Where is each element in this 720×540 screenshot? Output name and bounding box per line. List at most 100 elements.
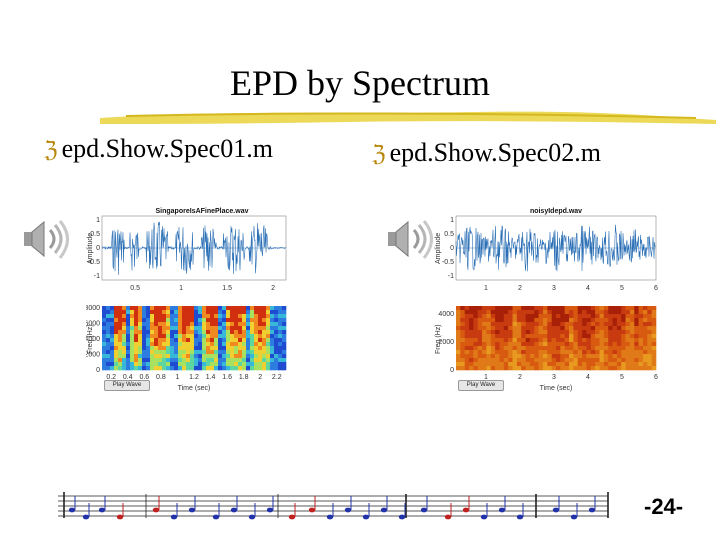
music-note [68, 507, 76, 513]
title-underline-decoration [100, 111, 716, 124]
music-note [420, 507, 428, 513]
x-tick-label: 6 [654, 374, 658, 381]
music-note [480, 514, 488, 520]
time-axis-label: Time (sec) [540, 385, 573, 392]
music-note [308, 507, 316, 513]
x-tick-label: 0.8 [156, 374, 166, 381]
y-tick-label: 2000 [86, 352, 100, 359]
y-tick-label: 8000 [86, 305, 100, 312]
x-tick-label: 1.2 [189, 374, 199, 381]
amplitude-axis-label: Amplitude [435, 233, 442, 264]
x-tick-label: 1 [484, 374, 488, 381]
music-note [288, 514, 296, 520]
waveform-and-spectrogram-plot: noisyIdepd.wav 1 0.5 0 -0.5 -1 1 2 3 4 5 6 Amplitu… [435, 208, 658, 392]
page-number: -24- [644, 494, 684, 519]
y-tick-label: 0 [450, 245, 454, 252]
waveform-trace [101, 221, 286, 275]
play-wave-button[interactable]: Play Wave [458, 380, 504, 391]
frequency-axis-label: Freq (Hz) [435, 324, 442, 354]
y-tick-label: 0.5 [90, 231, 100, 238]
music-note [444, 514, 452, 520]
wave-title: SingaporeIsAFinePlace.wav [156, 208, 249, 215]
music-note [462, 507, 470, 513]
music-note [570, 514, 578, 520]
x-tick-label: 1 [484, 285, 488, 292]
bullet-marker-icon: ℨ [372, 142, 386, 167]
x-tick-label: 0.6 [139, 374, 149, 381]
x-tick-label: 5 [620, 374, 624, 381]
time-axis-label: Time (sec) [178, 385, 211, 392]
music-note [248, 514, 256, 520]
x-tick-label: 2 [258, 374, 262, 381]
play-wave-button[interactable]: Play Wave [104, 380, 150, 391]
music-staff-decoration [58, 492, 609, 520]
music-note [362, 514, 370, 520]
music-note [152, 507, 160, 513]
music-note [116, 514, 124, 520]
spectrogram-image [102, 306, 287, 371]
x-tick-label: 4 [586, 374, 590, 381]
music-note [266, 507, 274, 513]
x-tick-label: 1.6 [222, 374, 232, 381]
wave-title: noisyIdepd.wav [530, 208, 582, 215]
x-tick-label: 2 [518, 374, 522, 381]
y-tick-label: 4000 [86, 336, 100, 343]
slide-title: EPD by Spectrum [230, 63, 490, 103]
x-tick-label: 1.8 [239, 374, 249, 381]
music-note [380, 507, 388, 513]
x-tick-label: 2 [271, 285, 275, 292]
y-tick-label: -1 [448, 273, 454, 280]
music-note [398, 514, 406, 520]
x-tick-label: 0.5 [130, 285, 140, 292]
y-tick-label: 0 [96, 245, 100, 252]
y-tick-label: 1 [96, 217, 100, 224]
spectrogram-image [456, 306, 657, 371]
bullet-text: epd.Show.Spec02.m [389, 138, 601, 167]
figure-panel-2: noisyIdepd.wav 1 0.5 0 -0.5 -1 1 2 3 4 5 6 Amplitu… [434, 202, 664, 392]
speaker-icon[interactable] [384, 216, 436, 266]
y-tick-label: 4000 [438, 311, 454, 318]
y-tick-label: -0.5 [442, 259, 454, 266]
music-note [188, 507, 196, 513]
y-tick-label: -1 [94, 273, 100, 280]
y-tick-label: -0.5 [88, 259, 100, 266]
x-tick-label: 0.2 [106, 374, 116, 381]
x-tick-label: 1 [179, 285, 183, 292]
music-note [170, 514, 178, 520]
x-tick-label: 3 [552, 285, 556, 292]
x-tick-label: 4 [586, 285, 590, 292]
music-note [82, 514, 90, 520]
y-tick-label: 0 [96, 367, 100, 374]
amplitude-axis-label: Amplitude [87, 233, 94, 264]
x-tick-label: 1 [175, 374, 179, 381]
y-tick-label: 0 [450, 367, 454, 374]
waveform-trace [455, 224, 656, 272]
x-tick-label: 3 [552, 374, 556, 381]
y-tick-label: 2000 [438, 339, 454, 346]
figure-panel-1: SingaporeIsAFinePlace.wav 1 0.5 0 -0.5 -1 0.5… [84, 202, 302, 392]
music-note [326, 514, 334, 520]
x-tick-label: 2.2 [272, 374, 282, 381]
waveform-and-spectrogram-plot: SingaporeIsAFinePlace.wav 1 0.5 0 -0.5 -1 0.5… [84, 208, 287, 392]
x-tick-label: 0.4 [123, 374, 133, 381]
bullet-text: epd.Show.Spec01.m [61, 134, 273, 163]
music-note [98, 507, 106, 513]
x-tick-label: 6 [654, 285, 658, 292]
music-note [212, 514, 220, 520]
bullet-marker-icon: ℨ [44, 138, 58, 163]
speaker-icon[interactable] [20, 216, 72, 266]
x-tick-label: 1.5 [222, 285, 232, 292]
x-tick-label: 1.4 [206, 374, 216, 381]
music-note [588, 507, 596, 513]
x-tick-label: 5 [620, 285, 624, 292]
frequency-axis-label: Freq (Hz) [87, 324, 94, 354]
y-tick-label: 0.5 [444, 231, 454, 238]
x-tick-label: 2 [518, 285, 522, 292]
music-note [552, 507, 560, 513]
y-tick-label: 6000 [86, 321, 100, 328]
music-note [516, 514, 524, 520]
music-note [230, 507, 238, 513]
music-note [344, 507, 352, 513]
